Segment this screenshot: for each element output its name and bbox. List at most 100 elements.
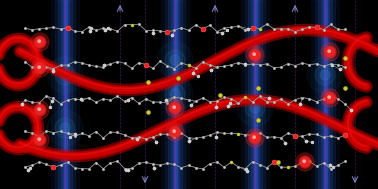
Circle shape — [250, 103, 260, 113]
Circle shape — [249, 132, 261, 144]
Circle shape — [246, 129, 264, 147]
Circle shape — [37, 65, 43, 71]
Circle shape — [34, 36, 46, 48]
Circle shape — [31, 101, 49, 119]
Circle shape — [251, 133, 260, 143]
Circle shape — [324, 92, 336, 104]
Circle shape — [169, 102, 181, 114]
Circle shape — [34, 36, 46, 48]
Circle shape — [328, 96, 330, 98]
Circle shape — [55, 118, 75, 138]
Circle shape — [38, 138, 40, 140]
Circle shape — [37, 137, 43, 143]
Circle shape — [172, 105, 178, 111]
Circle shape — [303, 160, 305, 162]
Circle shape — [37, 107, 43, 113]
Circle shape — [34, 134, 46, 146]
Circle shape — [47, 110, 83, 146]
Circle shape — [320, 70, 330, 80]
Circle shape — [38, 66, 40, 68]
Circle shape — [299, 156, 311, 168]
Circle shape — [249, 49, 261, 61]
Circle shape — [31, 131, 49, 149]
Circle shape — [157, 76, 193, 112]
Circle shape — [251, 133, 260, 143]
Circle shape — [36, 105, 45, 115]
Circle shape — [37, 65, 43, 71]
Circle shape — [321, 89, 339, 107]
Circle shape — [328, 50, 330, 52]
Circle shape — [173, 106, 175, 108]
Circle shape — [31, 101, 49, 119]
Circle shape — [253, 136, 256, 138]
Circle shape — [34, 62, 46, 74]
Circle shape — [302, 159, 308, 165]
Circle shape — [37, 107, 43, 113]
Circle shape — [321, 43, 339, 61]
Circle shape — [170, 128, 180, 136]
Circle shape — [166, 123, 184, 141]
Circle shape — [301, 157, 310, 167]
Circle shape — [166, 123, 184, 141]
Circle shape — [34, 104, 46, 116]
Circle shape — [251, 50, 260, 60]
Circle shape — [301, 157, 310, 167]
Circle shape — [165, 84, 185, 104]
Circle shape — [328, 50, 330, 52]
Circle shape — [36, 136, 45, 145]
Circle shape — [321, 43, 339, 61]
Circle shape — [169, 126, 181, 138]
Circle shape — [324, 46, 336, 58]
Circle shape — [55, 65, 75, 85]
Circle shape — [328, 96, 330, 98]
Circle shape — [165, 50, 185, 70]
Circle shape — [299, 156, 311, 168]
Circle shape — [253, 53, 256, 55]
Circle shape — [296, 153, 314, 171]
Circle shape — [36, 37, 45, 46]
Circle shape — [252, 52, 258, 58]
Circle shape — [36, 105, 45, 115]
Circle shape — [169, 102, 181, 114]
Circle shape — [237, 90, 273, 126]
Circle shape — [36, 136, 45, 145]
Circle shape — [173, 130, 175, 132]
Circle shape — [36, 37, 45, 46]
Circle shape — [172, 129, 178, 135]
Circle shape — [324, 92, 336, 104]
Circle shape — [321, 89, 339, 107]
Circle shape — [325, 47, 335, 57]
Circle shape — [38, 40, 40, 42]
Circle shape — [252, 52, 258, 58]
Circle shape — [302, 159, 308, 165]
Circle shape — [37, 39, 43, 45]
Circle shape — [47, 57, 83, 93]
Circle shape — [166, 99, 184, 117]
Circle shape — [170, 55, 180, 65]
Circle shape — [38, 40, 40, 42]
Circle shape — [253, 136, 256, 138]
Circle shape — [325, 94, 335, 102]
Circle shape — [38, 108, 40, 110]
Circle shape — [315, 65, 335, 85]
Circle shape — [157, 42, 193, 78]
Circle shape — [173, 130, 175, 132]
Circle shape — [252, 135, 258, 141]
Circle shape — [246, 46, 264, 64]
Circle shape — [166, 99, 184, 117]
Circle shape — [31, 33, 49, 51]
Circle shape — [38, 66, 40, 68]
Circle shape — [325, 47, 335, 57]
Circle shape — [34, 104, 46, 116]
Circle shape — [324, 46, 336, 58]
Circle shape — [172, 105, 178, 111]
Circle shape — [34, 134, 46, 146]
Circle shape — [60, 123, 70, 133]
Circle shape — [296, 153, 314, 171]
Circle shape — [325, 94, 335, 102]
Circle shape — [38, 108, 40, 110]
Circle shape — [31, 59, 49, 77]
Circle shape — [245, 98, 265, 118]
Circle shape — [170, 104, 180, 112]
Circle shape — [246, 46, 264, 64]
